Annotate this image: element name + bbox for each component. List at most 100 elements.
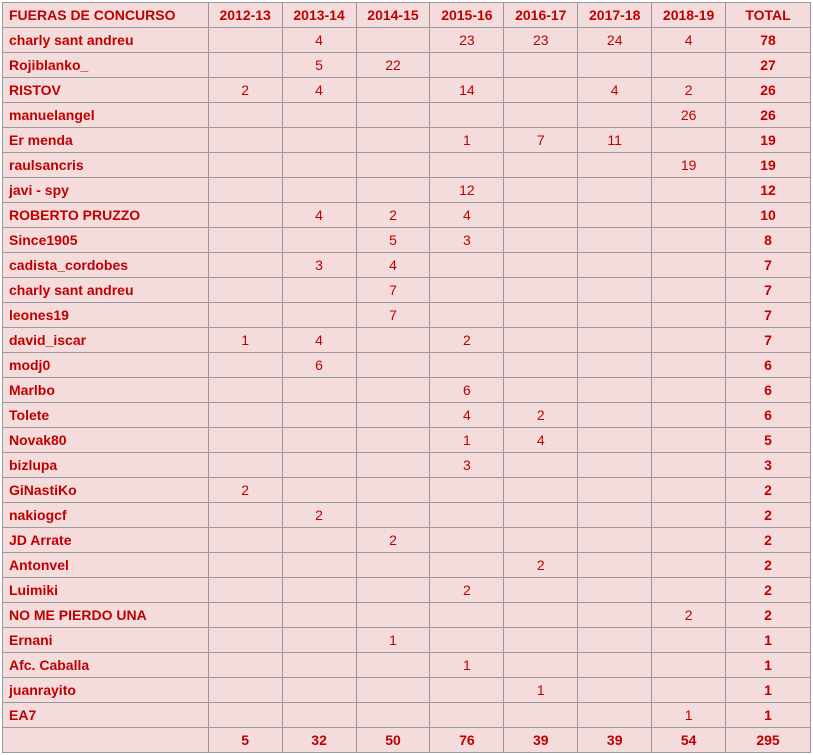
row-cell xyxy=(430,253,504,278)
row-cell xyxy=(578,353,652,378)
row-cell: 6 xyxy=(430,378,504,403)
header-year: 2013-14 xyxy=(282,3,356,28)
row-total: 6 xyxy=(726,353,811,378)
row-cell xyxy=(208,378,282,403)
row-name: manuelangel xyxy=(3,103,209,128)
row-cell xyxy=(504,453,578,478)
row-cell xyxy=(208,303,282,328)
row-cell xyxy=(282,653,356,678)
row-name: Antonvel xyxy=(3,553,209,578)
row-cell xyxy=(356,678,430,703)
row-cell xyxy=(208,178,282,203)
row-cell xyxy=(356,178,430,203)
row-cell xyxy=(430,553,504,578)
row-cell xyxy=(652,353,726,378)
row-cell: 22 xyxy=(356,53,430,78)
footer-cell: 32 xyxy=(282,728,356,753)
row-total: 6 xyxy=(726,378,811,403)
row-cell: 3 xyxy=(282,253,356,278)
row-total: 1 xyxy=(726,703,811,728)
row-cell xyxy=(578,428,652,453)
row-total: 2 xyxy=(726,578,811,603)
row-name: JD Arrate xyxy=(3,528,209,553)
row-cell xyxy=(578,203,652,228)
footer-cell: 39 xyxy=(578,728,652,753)
table-row: Luimiki22 xyxy=(3,578,811,603)
row-cell xyxy=(356,603,430,628)
row-total: 27 xyxy=(726,53,811,78)
row-cell xyxy=(282,553,356,578)
row-cell xyxy=(282,703,356,728)
table-row: charly sant andreu77 xyxy=(3,278,811,303)
row-cell xyxy=(504,153,578,178)
footer-cell: 50 xyxy=(356,728,430,753)
row-cell xyxy=(208,703,282,728)
row-cell xyxy=(282,153,356,178)
row-cell xyxy=(652,578,726,603)
row-cell xyxy=(504,603,578,628)
row-cell xyxy=(652,403,726,428)
row-cell: 2 xyxy=(356,528,430,553)
row-name: nakiogcf xyxy=(3,503,209,528)
row-cell: 1 xyxy=(430,428,504,453)
row-total: 2 xyxy=(726,478,811,503)
table-row: nakiogcf22 xyxy=(3,503,811,528)
row-cell xyxy=(208,628,282,653)
table-row: javi - spy1212 xyxy=(3,178,811,203)
row-cell xyxy=(208,128,282,153)
row-total: 19 xyxy=(726,128,811,153)
row-cell xyxy=(282,103,356,128)
row-cell: 11 xyxy=(578,128,652,153)
row-cell xyxy=(282,303,356,328)
table-row: Since1905538 xyxy=(3,228,811,253)
table-header-row: FUERAS DE CONCURSO 2012-13 2013-14 2014-… xyxy=(3,3,811,28)
row-cell xyxy=(504,253,578,278)
table-row: ROBERTO PRUZZO42410 xyxy=(3,203,811,228)
row-name: ROBERTO PRUZZO xyxy=(3,203,209,228)
row-name: raulsancris xyxy=(3,153,209,178)
header-title: FUERAS DE CONCURSO xyxy=(3,3,209,28)
row-cell xyxy=(208,503,282,528)
row-name: bizlupa xyxy=(3,453,209,478)
row-cell xyxy=(208,678,282,703)
row-cell: 2 xyxy=(504,403,578,428)
row-name: charly sant andreu xyxy=(3,28,209,53)
row-cell: 24 xyxy=(578,28,652,53)
row-cell xyxy=(356,28,430,53)
row-cell: 14 xyxy=(430,78,504,103)
row-cell xyxy=(652,53,726,78)
row-cell xyxy=(578,303,652,328)
row-cell xyxy=(282,378,356,403)
row-cell: 2 xyxy=(652,603,726,628)
row-cell xyxy=(430,103,504,128)
row-cell xyxy=(504,353,578,378)
row-total: 7 xyxy=(726,303,811,328)
row-name: Since1905 xyxy=(3,228,209,253)
row-cell xyxy=(356,78,430,103)
row-cell xyxy=(430,503,504,528)
row-name: Rojiblanko_ xyxy=(3,53,209,78)
row-cell xyxy=(504,478,578,503)
table-row: JD Arrate22 xyxy=(3,528,811,553)
row-cell xyxy=(578,328,652,353)
row-cell xyxy=(208,28,282,53)
row-cell: 4 xyxy=(578,78,652,103)
row-cell: 1 xyxy=(356,628,430,653)
table-row: charly sant andreu4232324478 xyxy=(3,28,811,53)
row-cell xyxy=(578,578,652,603)
row-cell: 1 xyxy=(430,653,504,678)
header-year: 2018-19 xyxy=(652,3,726,28)
table-row: raulsancris1919 xyxy=(3,153,811,178)
row-cell xyxy=(430,153,504,178)
row-cell: 4 xyxy=(652,28,726,53)
row-name: NO ME PIERDO UNA xyxy=(3,603,209,628)
table-row: bizlupa33 xyxy=(3,453,811,478)
row-cell xyxy=(652,178,726,203)
row-name: Luimiki xyxy=(3,578,209,603)
row-cell xyxy=(652,453,726,478)
row-cell xyxy=(282,403,356,428)
row-name: modj0 xyxy=(3,353,209,378)
table-footer-row: 5 32 50 76 39 39 54 295 xyxy=(3,728,811,753)
row-cell xyxy=(356,453,430,478)
row-cell xyxy=(504,653,578,678)
